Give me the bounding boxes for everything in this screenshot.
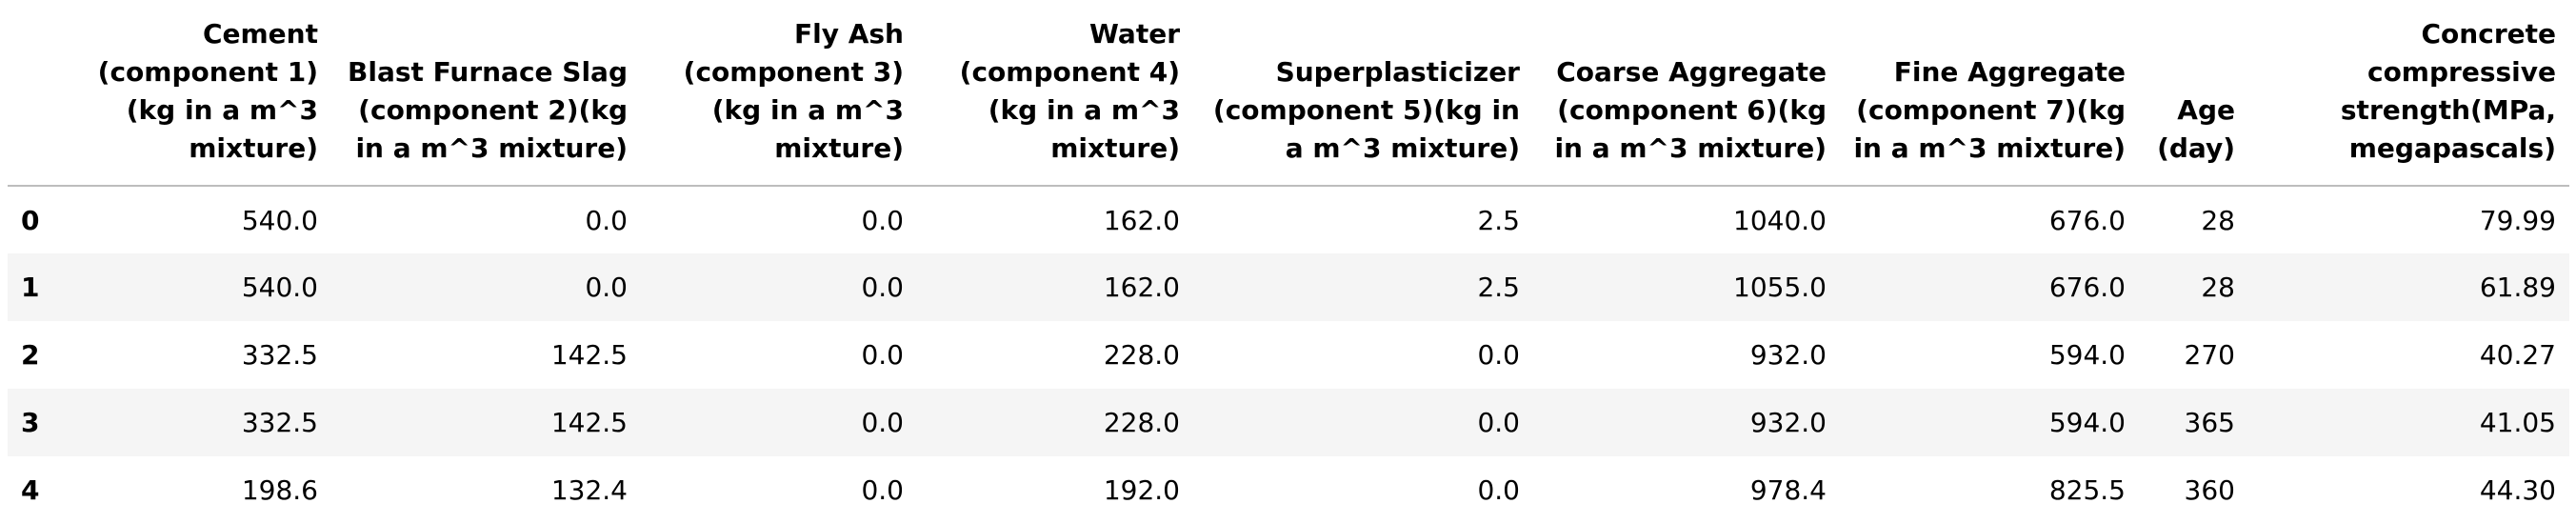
table-cell: 0.0 [861, 339, 904, 371]
table-cell: 332.5 [241, 339, 318, 371]
table-cell: 676.0 [2048, 204, 2126, 236]
table-row: 4 198.6 132.4 0.0 192.0 0.0 978.4 825.5 … [8, 456, 2569, 524]
table-cell: 676.0 [2048, 272, 2126, 303]
table-cell: 0.0 [1477, 474, 1520, 506]
table-cell: 270 [2184, 339, 2235, 371]
table-row: 3 332.5 142.5 0.0 228.0 0.0 932.0 594.0 … [8, 389, 2569, 456]
table-cell: 360 [2184, 474, 2235, 506]
table-cell: 0.0 [861, 204, 904, 236]
table-cell: 0.0 [861, 272, 904, 303]
column-header-blast-furnace-slag: Blast Furnace Slag (component 2)(kg in a… [348, 56, 628, 164]
column-header-superplasticizer: Superplasticizer (component 5)(kg in a m… [1212, 56, 1520, 164]
dataframe-output: Cement (component 1)(kg in a m^3 mixture… [8, 18, 2569, 506]
table-cell: 142.5 [550, 339, 628, 371]
table-cell: 162.0 [1103, 204, 1180, 236]
column-header-cement: Cement (component 1)(kg in a m^3 mixture… [97, 18, 318, 164]
table-cell: 142.5 [550, 407, 628, 438]
column-header-compressive-strength: Concrete compressive strength(MPa, megap… [2340, 18, 2556, 164]
table-cell: 192.0 [1103, 474, 1180, 506]
row-index: 4 [21, 474, 40, 506]
table-cell: 1055.0 [1733, 272, 1827, 303]
table-row: 2 332.5 142.5 0.0 228.0 0.0 932.0 594.0 … [8, 321, 2569, 389]
column-header-water: Water (component 4)(kg in a m^3 mixture) [959, 18, 1180, 164]
table-cell: 28 [2201, 204, 2235, 236]
table-cell: 594.0 [2048, 407, 2126, 438]
table-cell: 228.0 [1103, 339, 1180, 371]
table-cell: 594.0 [2048, 339, 2126, 371]
table-cell: 825.5 [2048, 474, 2126, 506]
header-row: Cement (component 1)(kg in a m^3 mixture… [8, 15, 2569, 186]
table-cell: 932.0 [1749, 407, 1827, 438]
table-cell: 0.0 [585, 204, 628, 236]
table-cell: 44.30 [2479, 474, 2556, 506]
table-row: 1 540.0 0.0 0.0 162.0 2.5 1055.0 676.0 2… [8, 253, 2569, 321]
table-cell: 1040.0 [1733, 204, 1827, 236]
row-index: 0 [21, 204, 40, 236]
table-cell: 332.5 [241, 407, 318, 438]
table-cell: 162.0 [1103, 272, 1180, 303]
row-index: 1 [21, 272, 40, 303]
row-index: 3 [21, 407, 40, 438]
table-cell: 365 [2184, 407, 2235, 438]
column-header-fine-aggregate: Fine Aggregate (component 7)(kg in a m^3… [1853, 56, 2126, 164]
table-row: 0 540.0 0.0 0.0 162.0 2.5 1040.0 676.0 2… [8, 186, 2569, 253]
table-cell: 0.0 [861, 474, 904, 506]
row-index: 2 [21, 339, 40, 371]
table-cell: 2.5 [1477, 272, 1520, 303]
table-cell: 0.0 [1477, 339, 1520, 371]
column-header-index [8, 15, 65, 186]
table-cell: 228.0 [1103, 407, 1180, 438]
table-cell: 932.0 [1749, 339, 1827, 371]
column-header-age: Age (day) [2157, 94, 2235, 164]
table-cell: 540.0 [241, 272, 318, 303]
column-header-coarse-aggregate: Coarse Aggregate (component 6)(kg in a m… [1554, 56, 1827, 164]
table-cell: 28 [2201, 272, 2235, 303]
table-body: 0 540.0 0.0 0.0 162.0 2.5 1040.0 676.0 2… [8, 186, 2569, 524]
column-header-fly-ash: Fly Ash (component 3)(kg in a m^3 mixtur… [683, 18, 904, 164]
table-cell: 79.99 [2479, 204, 2556, 236]
table-cell: 61.89 [2479, 272, 2556, 303]
table-cell: 2.5 [1477, 204, 1520, 236]
table-cell: 41.05 [2479, 407, 2556, 438]
table-cell: 978.4 [1749, 474, 1827, 506]
table-cell: 132.4 [550, 474, 628, 506]
table-cell: 0.0 [585, 272, 628, 303]
table-cell: 40.27 [2479, 339, 2556, 371]
table-cell: 0.0 [861, 407, 904, 438]
table-header: Cement (component 1)(kg in a m^3 mixture… [8, 15, 2569, 186]
table-cell: 0.0 [1477, 407, 1520, 438]
table-cell: 198.6 [241, 474, 318, 506]
dataframe-table: Cement (component 1)(kg in a m^3 mixture… [8, 15, 2569, 524]
table-cell: 540.0 [241, 204, 318, 236]
